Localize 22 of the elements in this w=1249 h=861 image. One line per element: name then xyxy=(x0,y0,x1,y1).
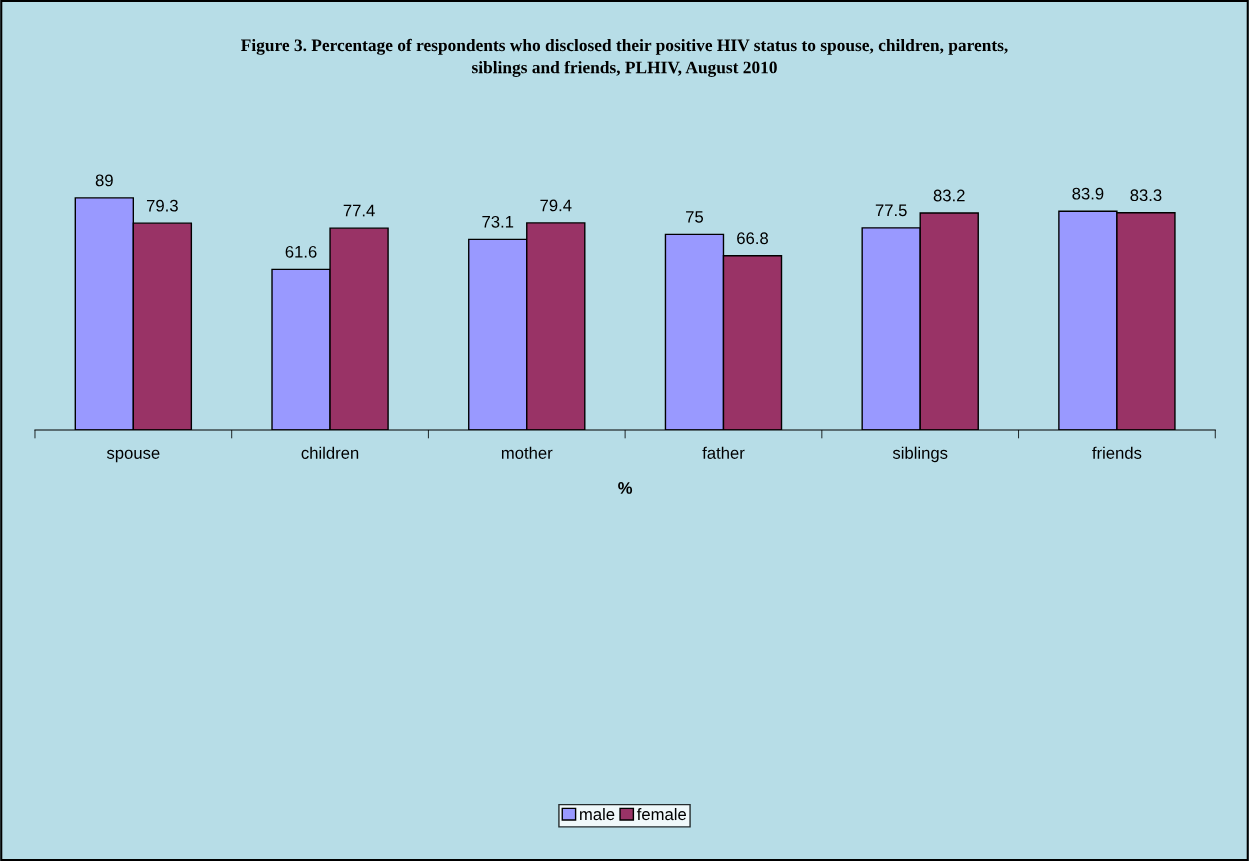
x-tick-label: spouse xyxy=(106,449,160,463)
data-label: 77.5 xyxy=(875,204,907,217)
data-label: 79.3 xyxy=(146,199,178,212)
x-tick-label: friends xyxy=(1092,446,1142,459)
data-label: 66.8 xyxy=(737,232,768,245)
data-label: 73.1 xyxy=(482,215,514,228)
x-tick-label: father xyxy=(702,446,745,459)
data-label: 83.3 xyxy=(1130,189,1162,202)
data-label: 79.4 xyxy=(540,199,572,212)
chart-title: Figure 3. Percentage of respondents who disclosed their positive HIV status to spouse, children, parents, siblings and friends, PLHIV, August 2010 xyxy=(241,38,1008,77)
data-label: 83.2 xyxy=(933,189,965,202)
x-tick-label: children xyxy=(301,446,359,459)
data-label: 83.9 xyxy=(1072,187,1104,200)
data-label: 89 xyxy=(95,174,113,187)
x-tick-label: siblings xyxy=(892,446,948,463)
legend-label: female xyxy=(636,807,686,821)
x-axis-title: % xyxy=(618,482,633,494)
data-label: 77.4 xyxy=(343,204,375,217)
legend-label: male xyxy=(580,807,615,821)
data-label: 61.6 xyxy=(285,245,317,258)
data-label: 75 xyxy=(686,211,704,223)
x-tick-label: mother xyxy=(501,446,553,459)
